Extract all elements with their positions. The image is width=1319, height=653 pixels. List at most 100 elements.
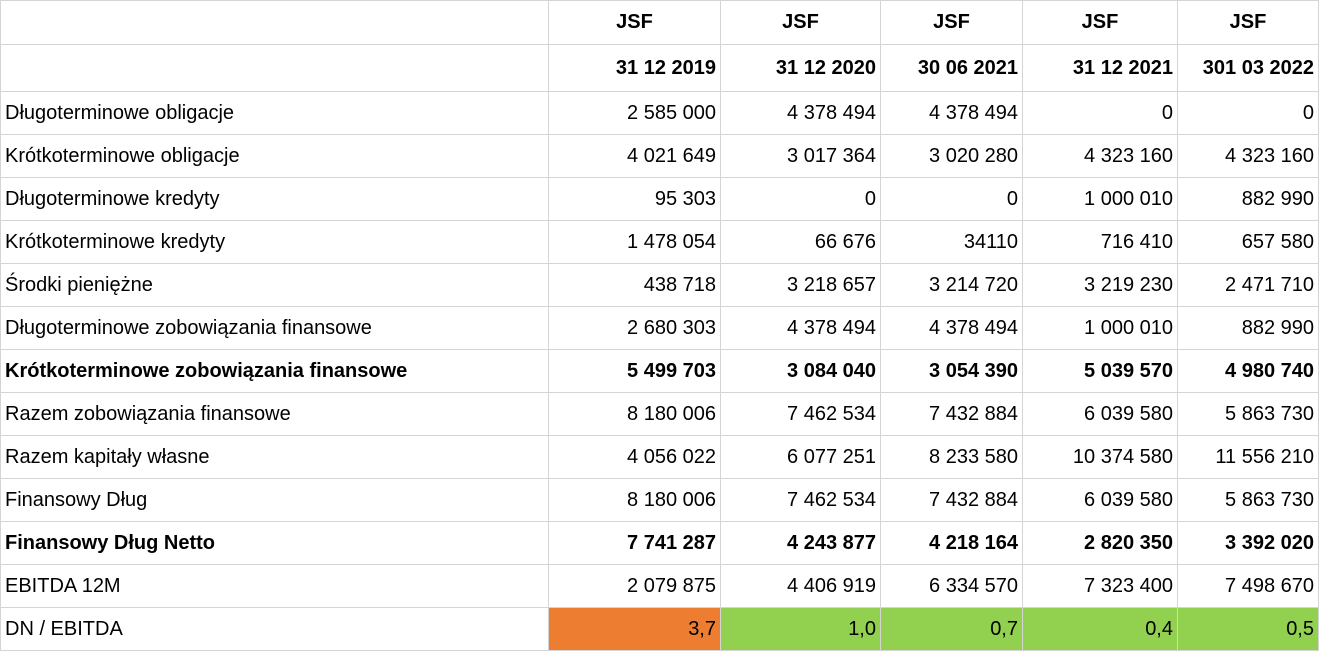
value-cell: 2 585 000: [548, 91, 721, 135]
value-cell: 4 021 649: [548, 134, 721, 178]
company-header: JSF: [720, 0, 881, 45]
value-cell: 657 580: [1177, 220, 1319, 264]
value-cell: 3 392 020: [1177, 521, 1319, 565]
value-cell: 4 378 494: [880, 306, 1023, 350]
value-cell: 2 471 710: [1177, 263, 1319, 307]
data-row: Długoterminowe kredyty 95 303 0 0 1 000 010 8…: [0, 177, 1319, 221]
value-cell: 438 718: [548, 263, 721, 307]
date-header: 31 12 2020: [720, 44, 881, 92]
value-cell: 1 000 010: [1022, 306, 1178, 350]
value-cell: 5 863 730: [1177, 478, 1319, 522]
value-cell: 7 432 884: [880, 478, 1023, 522]
value-cell: 0,7: [880, 607, 1023, 651]
value-cell: 5 039 570: [1022, 349, 1178, 393]
value-cell: 1 478 054: [548, 220, 721, 264]
row-label: Długoterminowe obligacje: [0, 91, 549, 135]
value-cell: 4 056 022: [548, 435, 721, 479]
value-cell: 4 243 877: [720, 521, 881, 565]
company-header: JSF: [1177, 0, 1319, 45]
row-label: Krótkoterminowe zobowiązania finansowe: [0, 349, 549, 393]
value-cell: 716 410: [1022, 220, 1178, 264]
data-row: Krótkoterminowe zobowiązania finansowe 5 …: [0, 349, 1319, 393]
row-label: Środki pieniężne: [0, 263, 549, 307]
row-label: Krótkoterminowe kredyty: [0, 220, 549, 264]
empty-cell: [0, 0, 549, 45]
row-label: Razem zobowiązania finansowe: [0, 392, 549, 436]
value-cell: 3 020 280: [880, 134, 1023, 178]
value-cell: 0: [1022, 91, 1178, 135]
header-row: JSF JSF JSF JSF JSF: [0, 0, 1319, 45]
row-label: Finansowy Dług Netto: [0, 521, 549, 565]
value-cell: 4 323 160: [1022, 134, 1178, 178]
date-header: 30 06 2021: [880, 44, 1023, 92]
value-cell: 4 980 740: [1177, 349, 1319, 393]
value-cell: 7 462 534: [720, 392, 881, 436]
data-row: Razem zobowiązania finansowe 8 180 006 7 4…: [0, 392, 1319, 436]
value-cell: 5 499 703: [548, 349, 721, 393]
value-cell: 6 039 580: [1022, 478, 1178, 522]
data-row: Długoterminowe zobowiązania finansowe 2 6…: [0, 306, 1319, 350]
data-row: EBITDA 12M 2 079 875 4 406 919 6 334 570 7 3…: [0, 564, 1319, 608]
value-cell: 8 180 006: [548, 478, 721, 522]
date-header: 31 12 2021: [1022, 44, 1178, 92]
value-cell: 7 462 534: [720, 478, 881, 522]
data-row: Długoterminowe obligacje 2 585 000 4 378 4…: [0, 91, 1319, 135]
value-cell: 3 084 040: [720, 349, 881, 393]
data-row: Krótkoterminowe kredyty 1 478 054 66 676 34…: [0, 220, 1319, 264]
data-row: Krótkoterminowe obligacje 4 021 649 3 017 …: [0, 134, 1319, 178]
value-cell: 3 214 720: [880, 263, 1023, 307]
value-cell: 3 054 390: [880, 349, 1023, 393]
value-cell: 4 218 164: [880, 521, 1023, 565]
data-row: Finansowy Dług 8 180 006 7 462 534 7 432 88…: [0, 478, 1319, 522]
value-cell: 10 374 580: [1022, 435, 1178, 479]
value-cell: 4 378 494: [720, 306, 881, 350]
value-cell: 882 990: [1177, 177, 1319, 221]
value-cell: 4 378 494: [880, 91, 1023, 135]
date-header: 31 12 2019: [548, 44, 721, 92]
value-cell: 3 219 230: [1022, 263, 1178, 307]
row-label: Finansowy Dług: [0, 478, 549, 522]
empty-cell: [0, 44, 549, 92]
value-cell: 5 863 730: [1177, 392, 1319, 436]
value-cell: 8 180 006: [548, 392, 721, 436]
value-cell: 34110: [880, 220, 1023, 264]
value-cell: 0: [1177, 91, 1319, 135]
value-cell: 0,5: [1177, 607, 1319, 651]
data-row: Środki pieniężne 438 718 3 218 657 3 214 72…: [0, 263, 1319, 307]
date-header: 301 03 2022: [1177, 44, 1319, 92]
row-label: DN / EBITDA: [0, 607, 549, 651]
row-label: Krótkoterminowe obligacje: [0, 134, 549, 178]
value-cell: 6 334 570: [880, 564, 1023, 608]
data-row: DN / EBITDA 3,7 1,0 0,7 0,4 0,5: [0, 607, 1319, 651]
value-cell: 3 017 364: [720, 134, 881, 178]
value-cell: 6 077 251: [720, 435, 881, 479]
value-cell: 4 378 494: [720, 91, 881, 135]
value-cell: 95 303: [548, 177, 721, 221]
value-cell: 8 233 580: [880, 435, 1023, 479]
value-cell: 7 498 670: [1177, 564, 1319, 608]
value-cell: 0: [880, 177, 1023, 221]
value-cell: 7 432 884: [880, 392, 1023, 436]
value-cell: 1,0: [720, 607, 881, 651]
value-cell: 2 079 875: [548, 564, 721, 608]
data-row: Finansowy Dług Netto 7 741 287 4 243 877 4 …: [0, 521, 1319, 565]
row-label: Razem kapitały własne: [0, 435, 549, 479]
value-cell: 7 741 287: [548, 521, 721, 565]
value-cell: 4 323 160: [1177, 134, 1319, 178]
value-cell: 3 218 657: [720, 263, 881, 307]
value-cell: 2 680 303: [548, 306, 721, 350]
row-label: Długoterminowe zobowiązania finansowe: [0, 306, 549, 350]
header-row: 31 12 2019 31 12 2020 30 06 2021 31 12 2021…: [0, 44, 1319, 92]
company-header: JSF: [548, 0, 721, 45]
value-cell: 11 556 210: [1177, 435, 1319, 479]
value-cell: 1 000 010: [1022, 177, 1178, 221]
value-cell: 0: [720, 177, 881, 221]
value-cell: 6 039 580: [1022, 392, 1178, 436]
value-cell: 3,7: [548, 607, 721, 651]
company-header: JSF: [1022, 0, 1178, 45]
row-label: EBITDA 12M: [0, 564, 549, 608]
value-cell: 66 676: [720, 220, 881, 264]
value-cell: 2 820 350: [1022, 521, 1178, 565]
